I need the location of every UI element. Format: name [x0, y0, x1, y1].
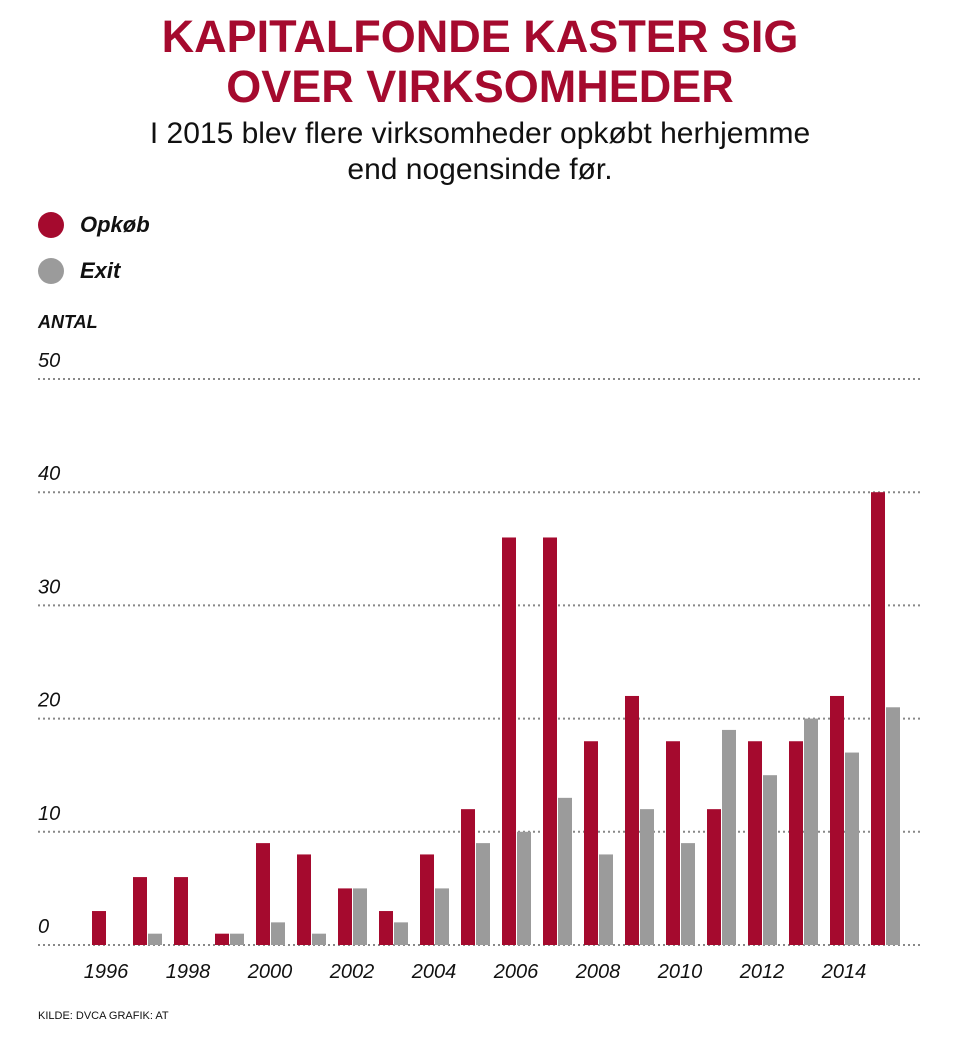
legend: Opkøb Exit [38, 202, 150, 294]
legend-swatch-exit [38, 258, 64, 284]
x-tick-label: 2006 [493, 961, 539, 983]
bar-exit-2011 [722, 729, 736, 945]
title-line-2: OVER VIRKSOMHEDER [226, 61, 734, 112]
title-line-1: KAPITALFONDE KASTER SIG [161, 11, 799, 62]
bar-exit-2002 [353, 888, 367, 945]
x-tick-label: 1996 [84, 961, 129, 983]
x-tick-label: 2014 [821, 961, 867, 983]
bar-exit-2003 [394, 922, 408, 945]
y-tick-label: 50 [38, 350, 60, 372]
legend-label-exit: Exit [80, 258, 121, 283]
y-tick-label: 30 [38, 576, 60, 598]
source-credit: KILDE: DVCA GRAFIK: AT [38, 1010, 169, 1022]
bar-opkob-1999 [215, 933, 229, 945]
bar-exit-2001 [312, 933, 326, 945]
bar-exit-2010 [681, 843, 695, 945]
x-tick-label: 1998 [166, 961, 211, 983]
x-tick-label: 2002 [329, 961, 375, 983]
bar-opkob-2012 [748, 741, 762, 945]
subtitle-line-2: end nogensinde før. [347, 153, 613, 186]
bar-opkob-2010 [666, 741, 680, 945]
y-tick-label: 40 [38, 463, 60, 485]
bar-opkob-1996 [92, 911, 106, 945]
bar-exit-2013 [804, 718, 818, 945]
bar-opkob-2000 [256, 843, 270, 945]
legend-swatch-opkob [38, 212, 64, 238]
bar-opkob-2009 [625, 695, 639, 945]
bar-opkob-2014 [830, 695, 844, 945]
bar-exit-2000 [271, 922, 285, 945]
legend-item-exit: Exit [38, 248, 150, 294]
bar-opkob-2001 [297, 854, 311, 945]
bar-opkob-2011 [707, 809, 721, 945]
subtitle-line-1: I 2015 blev flere virksomheder opkøbt he… [149, 117, 811, 150]
y-tick-label: 20 [37, 690, 60, 712]
x-tick-label: 2008 [575, 961, 621, 983]
bar-exit-2004 [435, 888, 449, 945]
bar-exit-2014 [845, 752, 859, 945]
bar-opkob-2002 [338, 888, 352, 945]
bar-exit-2015 [886, 707, 900, 945]
bar-opkob-2015 [871, 492, 885, 945]
y-tick-label: 10 [38, 803, 60, 825]
y-tick-label: 0 [38, 916, 49, 938]
bar-exit-2007 [558, 797, 572, 945]
bar-opkob-1998 [174, 877, 188, 945]
bar-opkob-2008 [584, 741, 598, 945]
bar-exit-1997 [148, 933, 162, 945]
bar-exit-2009 [640, 809, 654, 945]
bar-exit-2005 [476, 843, 490, 945]
y-axis-label: ANTAL [38, 312, 98, 332]
bar-exit-2006 [517, 831, 531, 945]
x-tick-label: 2010 [657, 961, 703, 983]
bar-opkob-2003 [379, 911, 393, 945]
chart-title: KAPITALFONDE KASTER SIG OVER VIRKSOMHEDE… [0, 12, 960, 112]
bar-opkob-2006 [502, 537, 516, 945]
x-tick-label: 2004 [411, 961, 457, 983]
bar-opkob-2013 [789, 741, 803, 945]
bar-exit-1999 [230, 933, 244, 945]
x-tick-label: 2012 [739, 961, 785, 983]
chart-subtitle: I 2015 blev flere virksomheder opkøbt he… [0, 116, 960, 188]
x-tick-label: 2000 [247, 961, 293, 983]
bar-opkob-2007 [543, 537, 557, 945]
bar-opkob-2005 [461, 809, 475, 945]
bar-opkob-1997 [133, 877, 147, 945]
bar-opkob-2004 [420, 854, 434, 945]
bar-exit-2012 [763, 775, 777, 945]
legend-item-opkob: Opkøb [38, 202, 150, 248]
bar-exit-2008 [599, 854, 613, 945]
legend-label-opkob: Opkøb [80, 212, 150, 237]
